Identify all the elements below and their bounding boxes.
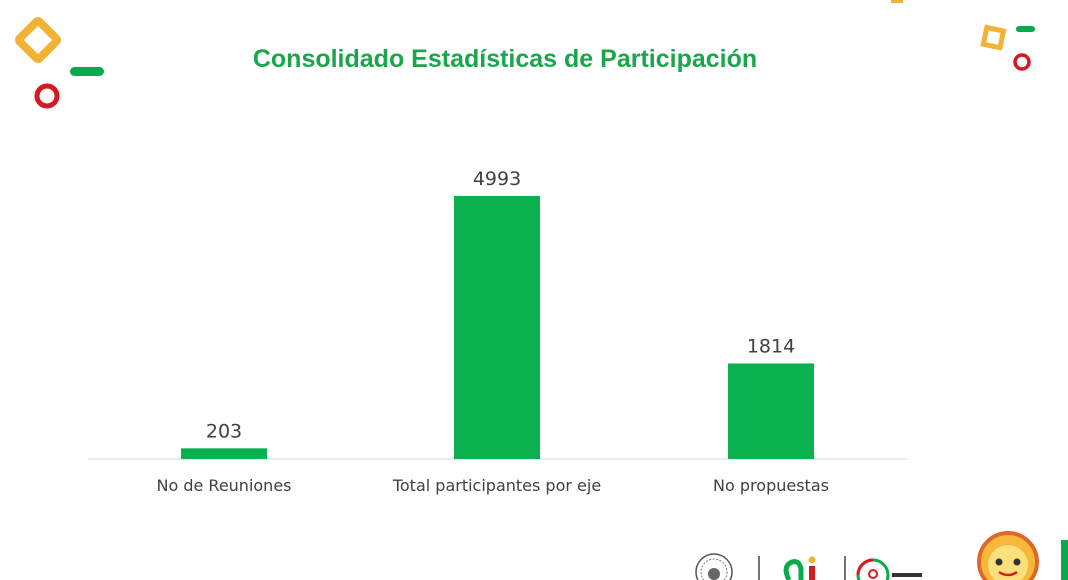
data-label-total-participantes: 4993 (473, 168, 521, 190)
bar-total-participantes (454, 196, 540, 459)
green-dash-small-shape (1016, 26, 1035, 32)
yellow-corner-mark (891, 0, 903, 3)
chart-title: Consolidado Estadísticas de Participació… (253, 45, 757, 73)
seal-logo (695, 553, 733, 580)
decoration-top-right (891, 0, 1035, 71)
data-label-no-de-reuniones: 203 (206, 420, 242, 442)
bar-no-propuestas (728, 363, 814, 459)
bar-no-de-reuniones (181, 448, 267, 459)
yellow-square-shape (980, 24, 1007, 51)
ai-logo (783, 556, 816, 580)
footer-logos (695, 531, 1068, 580)
data-label-no-propuestas: 1814 (747, 335, 795, 357)
yellow-diamond-shape (15, 17, 61, 63)
green-edge-mark (1061, 540, 1068, 580)
category-label-total-participantes: Total participantes por eje (392, 476, 601, 495)
red-ring-shape (34, 83, 60, 109)
smiley-mascot (977, 531, 1039, 580)
decoration-top-left (15, 17, 104, 109)
category-label-no-propuestas: No propuestas (713, 476, 829, 495)
circle-logo (856, 558, 922, 580)
green-dash-shape (70, 67, 104, 76)
category-label-no-de-reuniones: No de Reuniones (156, 476, 291, 495)
red-ring-small-shape (1013, 53, 1031, 71)
